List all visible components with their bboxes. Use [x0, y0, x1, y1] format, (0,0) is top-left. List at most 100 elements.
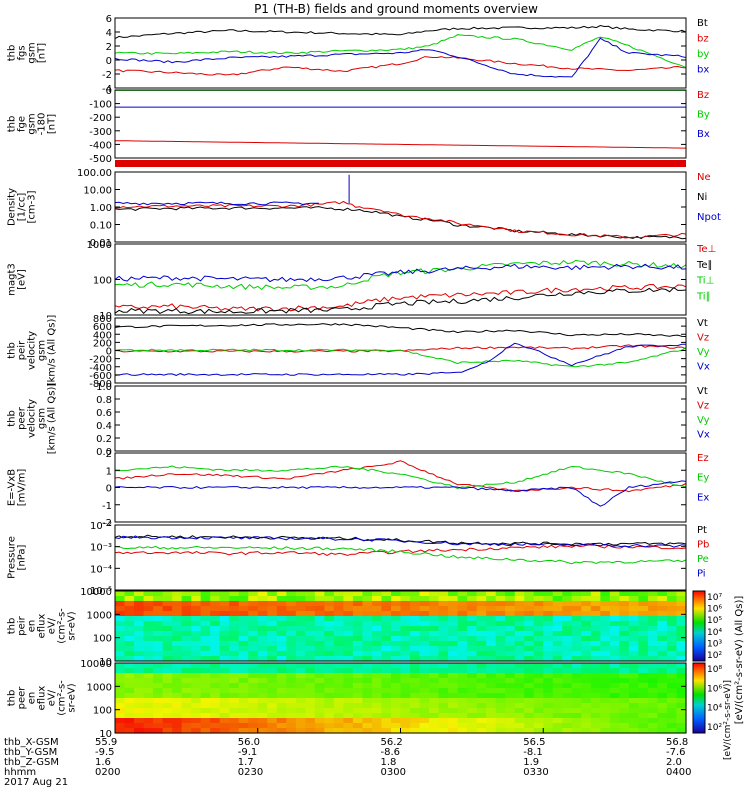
spectrogram-cell [647, 596, 659, 602]
series-pressure-Pb [114, 544, 687, 556]
spectrogram-cell [276, 693, 287, 699]
y-axis-label: thb [6, 618, 17, 635]
spectrogram-cell [295, 703, 306, 709]
y-tick-label: 800 [93, 314, 112, 325]
spectrogram-cell [143, 641, 154, 647]
spectrogram-cell [495, 688, 506, 694]
spectrogram-cell [219, 728, 230, 734]
spectrogram-cell [638, 631, 649, 637]
y-tick-label: 10000 [80, 587, 112, 598]
spectrogram-cell [219, 708, 230, 714]
spectrogram-cell [333, 611, 344, 617]
spectrogram-cell [229, 678, 240, 684]
spectrogram-cell [267, 611, 278, 617]
spectrogram-cell [524, 718, 535, 724]
spectrogram-cell [647, 631, 659, 637]
spectrogram-cell [600, 651, 611, 657]
spectrogram-cell [562, 708, 573, 714]
spectrogram-cell [514, 616, 525, 622]
spectrogram-cell [286, 651, 297, 657]
spectrogram-cell [410, 663, 421, 669]
spectrogram-cell [390, 668, 402, 674]
spectrogram-cell [162, 651, 173, 657]
spectrogram-cell [476, 656, 487, 662]
spectrogram-cell [524, 606, 535, 612]
spectrogram-cell [562, 713, 573, 719]
spectrogram-cell [238, 663, 249, 669]
spectrogram-cell [495, 606, 506, 612]
spectrogram-cell [419, 663, 430, 669]
spectrogram-cell [429, 646, 440, 652]
spectrogram-cell [448, 606, 459, 612]
spectrogram-cell [429, 698, 440, 704]
spectrogram-cell [305, 678, 316, 684]
spectrogram-cell [676, 616, 687, 622]
y-axis-label: thb [6, 410, 17, 427]
spectrogram-cell [257, 601, 268, 607]
spectrogram-cell [438, 718, 449, 724]
spectrogram-cell [191, 683, 202, 689]
spectrogram-cell [486, 656, 497, 662]
spectrogram-cell [438, 646, 449, 652]
spectrogram-cell [210, 656, 221, 662]
spectrogram-cell [448, 663, 459, 669]
spectrogram-cell [514, 673, 525, 679]
spectrogram-cell [219, 601, 230, 607]
spectrogram-cell [505, 636, 516, 642]
spectrogram-cell [448, 673, 459, 679]
spectrogram-cell [400, 728, 411, 734]
spectrogram-cell [314, 591, 325, 597]
panel-frame [114, 385, 687, 452]
spectrogram-cell [362, 611, 373, 617]
spectrogram-cell [276, 703, 287, 709]
spectrogram-cell [381, 616, 392, 622]
spectrogram-cell [419, 668, 430, 674]
spectrogram-cell [153, 698, 164, 704]
spectrogram-cell [200, 606, 211, 612]
spectrogram-cell [609, 688, 620, 694]
spectrogram-cell [552, 683, 563, 689]
spectrogram-cell [543, 688, 554, 694]
spectrogram-cell [495, 596, 506, 602]
spectrogram-cell [124, 728, 135, 734]
spectrogram-cell [324, 606, 335, 612]
spectrogram-cell [229, 693, 240, 699]
legend-Vy: Vy [697, 415, 710, 426]
spectrogram-cell [172, 683, 183, 689]
spectrogram-cell [514, 591, 525, 597]
y-tick-label: 1000 [87, 682, 112, 693]
spectrogram-cell [248, 718, 259, 724]
spectrogram-cell [371, 668, 383, 674]
spectrogram-cell [495, 616, 506, 622]
spectrogram-cell [467, 616, 478, 622]
spectrogram-cell [210, 663, 221, 669]
spectrogram-cell [600, 668, 611, 674]
spectrogram-cell [143, 626, 154, 632]
spectrogram-cell [229, 631, 240, 637]
x-tick-label: -8.6 [381, 747, 401, 758]
spectrogram-cell [638, 663, 649, 669]
spectrogram-cell [352, 626, 364, 632]
spectrogram-cell [381, 626, 392, 632]
spectrogram-cell [590, 591, 601, 597]
spectrogram-cell [124, 616, 135, 622]
spectrogram-cell [457, 673, 468, 679]
y-tick-label: -100 [89, 100, 112, 111]
spectrogram-cell [314, 631, 325, 637]
spectrogram-cell [543, 703, 554, 709]
spectrogram-cell [647, 718, 659, 724]
spectrogram-cell [162, 626, 173, 632]
spectrogram-cell [619, 668, 630, 674]
spectrogram-cell [419, 708, 430, 714]
spectrogram-cell [647, 636, 659, 642]
spectrogram-cell [600, 708, 611, 714]
spectrogram-cell [257, 596, 268, 602]
spectrogram-cell [457, 708, 468, 714]
spectrogram-cell [333, 656, 344, 662]
spectrogram-cell [476, 678, 487, 684]
spectrogram-cell [248, 698, 259, 704]
spectrogram-cell [543, 683, 554, 689]
spectrogram-cell [305, 651, 316, 657]
spectrogram-cell [524, 636, 535, 642]
